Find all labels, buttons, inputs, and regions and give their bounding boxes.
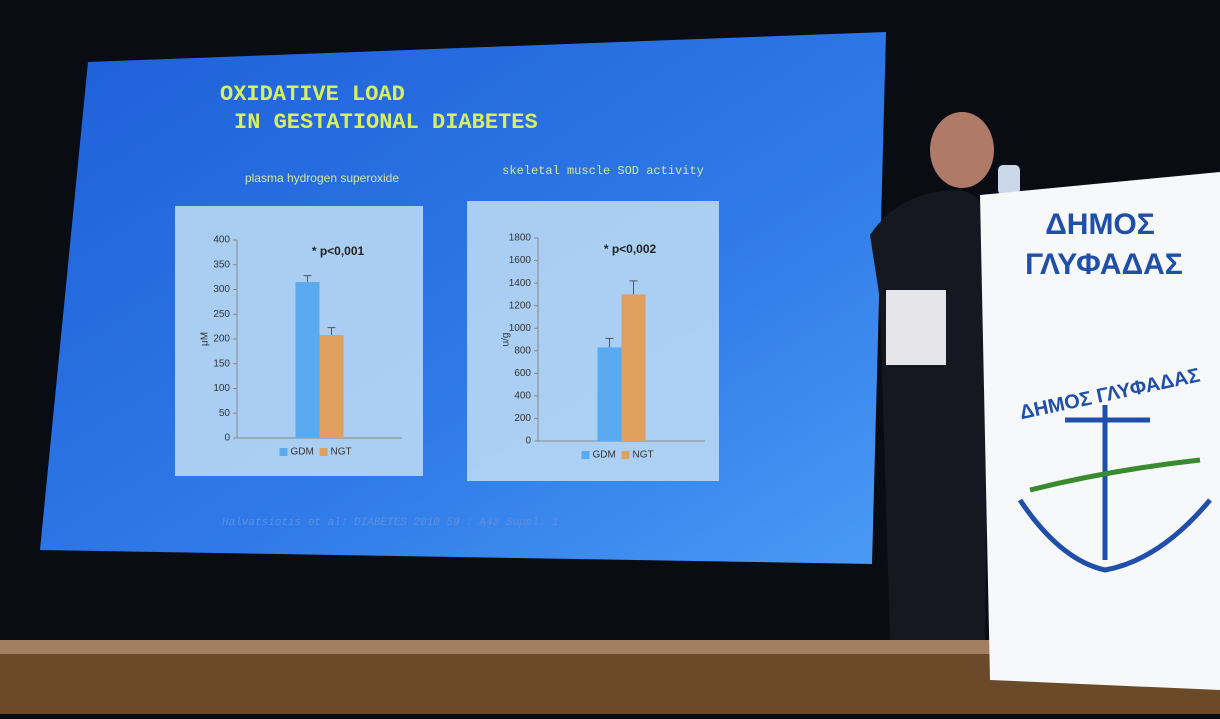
annotation: * p<0,002: [604, 242, 657, 256]
shirt: [886, 290, 946, 365]
y-tick-label: 250: [213, 309, 230, 320]
bar: [597, 347, 622, 441]
y-tick-label: 1800: [509, 233, 532, 244]
error-bar: [303, 275, 312, 283]
y-tick-label: 1600: [509, 255, 532, 266]
y-tick-label: 300: [213, 284, 230, 295]
olive-branch: [1029, 457, 1201, 493]
citation: Halvatsiotis et al: DIABETES 2010 59 : A…: [222, 517, 559, 529]
error-bar: [605, 337, 614, 348]
y-tick-label: 1400: [509, 278, 532, 289]
y-tick-label: 600: [514, 368, 531, 379]
y-tick-label: 0: [525, 436, 531, 447]
y-tick-label: 150: [213, 358, 230, 369]
podium-text: ΔΗΜΟΣ: [1045, 208, 1155, 241]
y-tick-label: 200: [514, 413, 531, 424]
legend-label: GDM: [593, 450, 616, 461]
legend-label: GDM: [291, 447, 314, 458]
chart-panel: [467, 201, 719, 481]
legend-swatch: [279, 448, 288, 456]
head: [930, 112, 994, 188]
y-tick-label: 50: [219, 408, 231, 419]
bar: [319, 335, 344, 438]
podium-text: ΓΛΥΦΑΔΑΣ: [1025, 248, 1183, 281]
y-axis-label: u/g: [501, 333, 512, 347]
y-tick-label: 100: [213, 383, 230, 394]
slide-title: OXIDATIVE LOAD: [220, 82, 405, 107]
y-tick-label: 1000: [509, 323, 532, 334]
podium: [980, 172, 1220, 690]
legend-label: NGT: [331, 447, 352, 458]
legend-swatch: [581, 451, 590, 459]
y-axis-label: μM: [200, 332, 211, 346]
stage-edge: [0, 640, 1220, 654]
bottle: [998, 165, 1020, 195]
slide-title: IN GESTATIONAL DIABETES: [234, 110, 538, 135]
annotation: * p<0,001: [312, 244, 365, 258]
legend-swatch: [621, 451, 630, 459]
anchor-arms: [1017, 498, 1212, 573]
y-tick-label: 800: [514, 345, 531, 356]
error-bar: [327, 327, 336, 336]
y-tick-label: 1200: [509, 300, 532, 311]
chart-title: skeletal muscle SOD activity: [502, 164, 704, 178]
chart-title: plasma hydrogen superoxide: [245, 171, 399, 185]
error-bar: [629, 280, 638, 295]
speaker: [870, 112, 1020, 640]
legend-swatch: [319, 448, 328, 456]
bar: [621, 294, 646, 441]
legend-label: NGT: [633, 450, 654, 461]
body: [870, 190, 992, 640]
y-tick-label: 200: [213, 334, 230, 345]
y-tick-label: 400: [213, 235, 230, 246]
bar: [295, 282, 320, 438]
y-tick-label: 400: [514, 391, 531, 402]
y-tick-label: 0: [224, 433, 230, 444]
logo: [1017, 405, 1212, 573]
y-tick-label: 350: [213, 259, 230, 270]
